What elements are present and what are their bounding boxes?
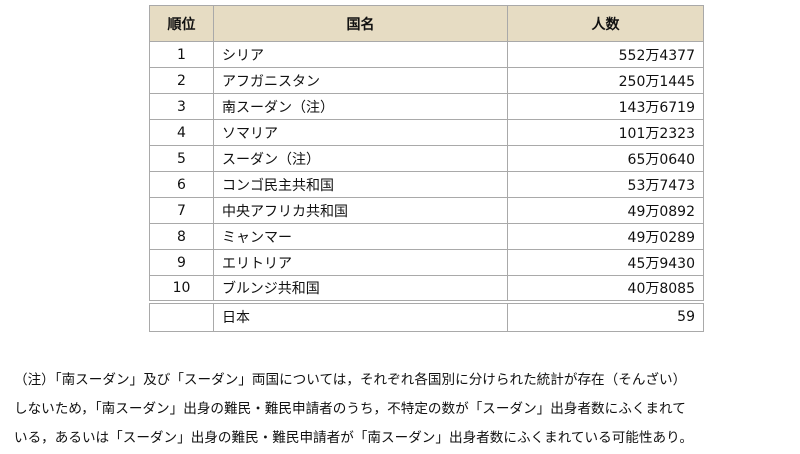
rank-cell: 9 xyxy=(149,249,214,276)
table-row: 9 エリトリア 45万9430 xyxy=(149,249,704,276)
count-cell: 40万8085 xyxy=(507,275,704,302)
count-cell: 552万4377 xyxy=(507,41,704,68)
japan-row: 日本 59 xyxy=(149,299,704,332)
refugee-ranking-table: 順位 国名 人数 1 シリア 552万4377 2 アフガニスタン 250万14… xyxy=(149,5,704,332)
header-count: 人数 xyxy=(507,5,704,42)
rank-cell: 2 xyxy=(149,67,214,94)
country-cell: スーダン（注） xyxy=(213,145,508,172)
rank-cell: 3 xyxy=(149,93,214,120)
count-cell: 59 xyxy=(507,299,704,332)
refugee-ranking-table-container: 順位 国名 人数 1 シリア 552万4377 2 アフガニスタン 250万14… xyxy=(149,5,704,332)
rank-cell: 6 xyxy=(149,171,214,198)
table-header-row: 順位 国名 人数 xyxy=(149,5,704,42)
footnote-line: （注）「南スーダン」及び「スーダン」両国については，それぞれ各国別に分けられた統… xyxy=(14,372,687,388)
footnote: （注）「南スーダン」及び「スーダン」両国については，それぞれ各国別に分けられた統… xyxy=(14,366,794,453)
table-row: 8 ミャンマー 49万0289 xyxy=(149,223,704,250)
count-cell: 143万6719 xyxy=(507,93,704,120)
footnote-line: しないため，「南スーダン」出身の難民・難民申請者のうち，不特定の数が「スーダン」… xyxy=(14,401,686,417)
header-country: 国名 xyxy=(213,5,508,42)
rank-cell: 10 xyxy=(149,275,214,302)
table-row: 2 アフガニスタン 250万1445 xyxy=(149,67,704,94)
table-row: 3 南スーダン（注） 143万6719 xyxy=(149,93,704,120)
country-cell: ブルンジ共和国 xyxy=(213,275,508,302)
country-cell: ソマリア xyxy=(213,119,508,146)
count-cell: 53万7473 xyxy=(507,171,704,198)
country-cell: 中央アフリカ共和国 xyxy=(213,197,508,224)
count-cell: 49万0892 xyxy=(507,197,704,224)
country-cell: エリトリア xyxy=(213,249,508,276)
rank-cell xyxy=(149,299,214,332)
count-cell: 101万2323 xyxy=(507,119,704,146)
rank-cell: 4 xyxy=(149,119,214,146)
table-row: 5 スーダン（注） 65万0640 xyxy=(149,145,704,172)
table-row: 4 ソマリア 101万2323 xyxy=(149,119,704,146)
count-cell: 49万0289 xyxy=(507,223,704,250)
country-cell: コンゴ民主共和国 xyxy=(213,171,508,198)
rank-cell: 5 xyxy=(149,145,214,172)
rank-cell: 1 xyxy=(149,41,214,68)
table-row: 7 中央アフリカ共和国 49万0892 xyxy=(149,197,704,224)
count-cell: 65万0640 xyxy=(507,145,704,172)
table-row: 1 シリア 552万4377 xyxy=(149,41,704,68)
footnote-line: いる，あるいは「スーダン」出身の難民・難民申請者が「南スーダン」出身者数にふくま… xyxy=(14,430,694,446)
count-cell: 45万9430 xyxy=(507,249,704,276)
country-cell: シリア xyxy=(213,41,508,68)
table-row: 6 コンゴ民主共和国 53万7473 xyxy=(149,171,704,198)
rank-cell: 7 xyxy=(149,197,214,224)
count-cell: 250万1445 xyxy=(507,67,704,94)
country-cell: アフガニスタン xyxy=(213,67,508,94)
table-row: 10 ブルンジ共和国 40万8085 xyxy=(149,275,704,302)
country-cell: ミャンマー xyxy=(213,223,508,250)
header-rank: 順位 xyxy=(149,5,214,42)
country-cell: 日本 xyxy=(213,299,508,332)
rank-cell: 8 xyxy=(149,223,214,250)
country-cell: 南スーダン（注） xyxy=(213,93,508,120)
